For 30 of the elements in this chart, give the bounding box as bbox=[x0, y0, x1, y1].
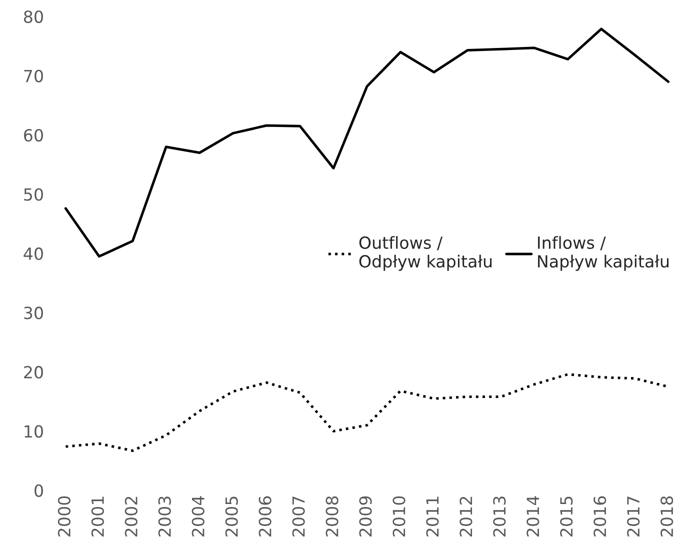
x-tick-label: 2015 bbox=[560, 496, 573, 536]
x-tick-label: 2000 bbox=[58, 496, 71, 536]
x-tick-label: 2011 bbox=[426, 496, 439, 536]
x-tick-label: 2001 bbox=[91, 496, 104, 536]
y-tick-label: 0 bbox=[34, 484, 43, 497]
y-tick-label: 50 bbox=[24, 188, 43, 201]
x-tick-label: 2004 bbox=[192, 496, 204, 536]
x-tick-label: 2002 bbox=[124, 496, 138, 536]
x-tick-label: 2007 bbox=[292, 496, 305, 536]
y-tick-label: 20 bbox=[24, 366, 43, 378]
y-tick-label: 70 bbox=[24, 70, 43, 82]
x-tick-label: 2017 bbox=[627, 496, 640, 536]
y-tick-label: 80 bbox=[24, 10, 43, 24]
y-tick-label: 30 bbox=[24, 306, 43, 320]
legend-label: Outflows / Odpływ kapitału bbox=[359, 236, 492, 271]
y-tick-label: 60 bbox=[24, 128, 43, 142]
x-tick-label: 2016 bbox=[594, 496, 606, 536]
x-tick-label: 2003 bbox=[158, 496, 171, 536]
x-tick-label: 2010 bbox=[392, 496, 406, 536]
legend-label: Inflows / Napływ kapitału bbox=[538, 236, 669, 271]
x-tick-label: 2012 bbox=[460, 496, 472, 536]
x-tick-label: 2009 bbox=[359, 496, 372, 536]
x-tick-label: 2008 bbox=[326, 496, 338, 536]
x-tick-label: 2014 bbox=[526, 496, 540, 536]
y-tick-label: 40 bbox=[24, 247, 43, 260]
x-tick-label: 2006 bbox=[258, 496, 272, 536]
x-tick-label: 2018 bbox=[660, 496, 674, 536]
x-tick-label: 2005 bbox=[225, 496, 238, 536]
y-tick-label: 10 bbox=[24, 425, 43, 438]
x-tick-label: 2013 bbox=[493, 496, 506, 536]
